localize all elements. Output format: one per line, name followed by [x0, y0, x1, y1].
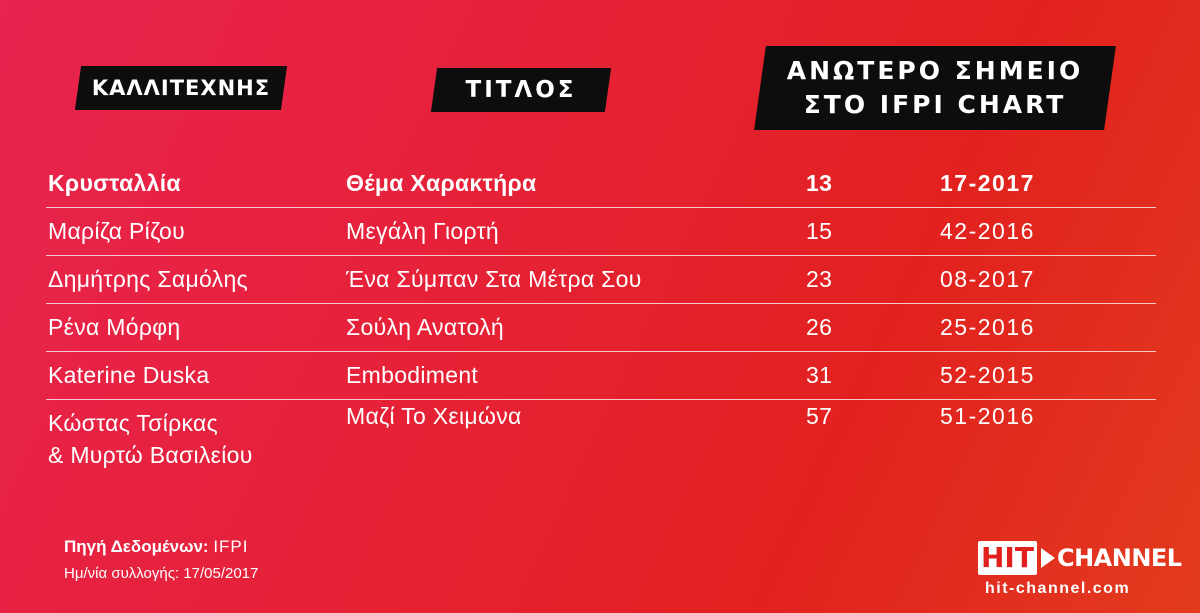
chart-table: Κρυσταλλία Θέμα Χαρακτήρα 13 17-2017 Μαρ…: [46, 160, 1156, 470]
artist-cell: Δημήτρης Σαμόλης: [48, 266, 248, 292]
title-column-header: ΤΙΤΛΟΣ: [430, 68, 612, 112]
title-cell: Ένα Σύμπαν Στα Μέτρα Σου: [346, 266, 642, 292]
table-row: Κώστας Τσίρκας & Μυρτώ Βασιλείου Μαζί Το…: [46, 400, 1156, 470]
title-header-label: ΤΙΤΛΟΣ: [465, 77, 577, 103]
table-row: Δημήτρης Σαμόλης Ένα Σύμπαν Στα Μέτρα Σο…: [46, 256, 1156, 304]
logo-channel-text: CHANNEL: [1056, 544, 1182, 572]
artist-cell: Μαρίζα Ρίζου: [48, 218, 185, 244]
data-source: Πηγή Δεδομένων: IFPI: [64, 537, 248, 557]
source-value: IFPI: [213, 537, 249, 556]
artist-column-header: ΚΑΛΛΙΤΕΧΝΗΣ: [74, 66, 288, 110]
title-cell: Θέμα Χαρακτήρα: [346, 170, 537, 196]
date-cell: 25-2016: [940, 314, 1035, 340]
date-cell: 42-2016: [940, 218, 1035, 244]
artist-header-label: ΚΑΛΛΙΤΕΧΝΗΣ: [91, 76, 271, 100]
title-cell: Μαζί Το Χειμώνα: [346, 403, 522, 429]
table-row: Μαρίζα Ρίζου Μεγάλη Γιορτή 15 42-2016: [46, 208, 1156, 256]
date-cell: 52-2015: [940, 362, 1035, 388]
logo-url: hit-channel.com: [985, 580, 1131, 597]
peak-cell: 13: [806, 170, 833, 196]
artist-cell: Ρένα Μόρφη: [48, 314, 181, 340]
artist-cell: Κώστας Τσίρκας & Μυρτώ Βασιλείου: [48, 410, 253, 468]
date-cell: 08-2017: [940, 266, 1035, 292]
play-icon: [1040, 548, 1055, 568]
artist-cell: Katerine Duska: [48, 362, 210, 388]
peak-header-label: ΑΝΩΤΕΡΟ ΣΗΜΕΙΟ ΣΤΟ IFPI CHART: [786, 56, 1084, 119]
peak-column-header: ΑΝΩΤΕΡΟ ΣΗΜΕΙΟ ΣΤΟ IFPI CHART: [754, 46, 1116, 130]
title-cell: Μεγάλη Γιορτή: [346, 218, 500, 244]
peak-cell: 15: [806, 218, 833, 244]
peak-cell: 26: [806, 314, 833, 340]
table-row: Κρυσταλλία Θέμα Χαρακτήρα 13 17-2017: [46, 160, 1156, 208]
date-cell: 51-2016: [940, 403, 1035, 429]
logo-hit-text: HIT: [978, 541, 1037, 575]
source-label: Πηγή Δεδομένων:: [64, 537, 209, 556]
artist-cell: Κρυσταλλία: [48, 170, 181, 196]
date-cell: 17-2017: [940, 170, 1035, 196]
table-row: Ρένα Μόρφη Σούλη Ανατολή 26 25-2016: [46, 304, 1156, 352]
collection-date: Ημ/νία συλλογής: 17/05/2017: [64, 565, 259, 582]
peak-cell: 31: [806, 362, 833, 388]
title-cell: Σούλη Ανατολή: [346, 314, 505, 340]
peak-cell: 23: [806, 266, 833, 292]
hit-channel-logo: HIT CHANNEL hit-channel.com: [978, 538, 1182, 600]
logo-mark: HIT CHANNEL: [978, 538, 1182, 578]
title-cell: Embodiment: [346, 362, 479, 388]
peak-cell: 57: [806, 403, 833, 429]
table-row: Katerine Duska Embodiment 31 52-2015: [46, 352, 1156, 400]
